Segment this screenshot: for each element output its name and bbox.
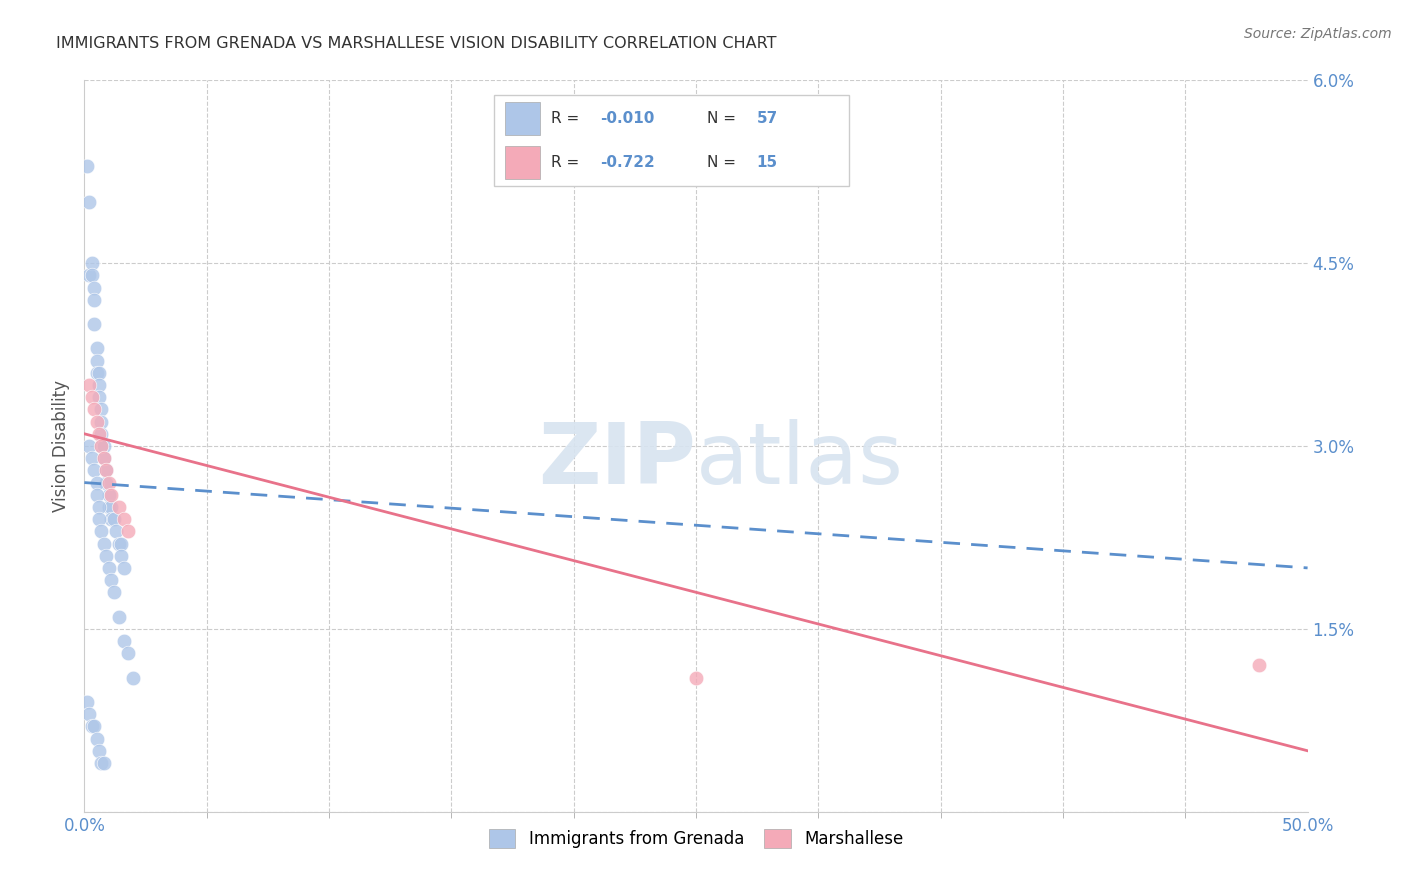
Point bbox=[87, 426, 110, 441]
Point bbox=[77, 439, 100, 453]
Point bbox=[96, 475, 118, 490]
Point bbox=[117, 646, 139, 660]
Point bbox=[110, 549, 132, 563]
Point bbox=[76, 695, 98, 709]
Point bbox=[1247, 658, 1270, 673]
Point bbox=[117, 524, 139, 539]
Point bbox=[90, 402, 112, 417]
Point bbox=[76, 159, 98, 173]
Point bbox=[80, 719, 103, 733]
Point bbox=[90, 524, 112, 539]
Point bbox=[97, 475, 120, 490]
Point bbox=[86, 488, 108, 502]
Y-axis label: Vision Disability: Vision Disability bbox=[52, 380, 70, 512]
Point bbox=[100, 573, 122, 587]
Text: atlas: atlas bbox=[696, 419, 904, 502]
Point bbox=[80, 451, 103, 466]
Point bbox=[83, 402, 105, 417]
Point bbox=[90, 439, 112, 453]
Point bbox=[77, 707, 100, 722]
Legend: Immigrants from Grenada, Marshallese: Immigrants from Grenada, Marshallese bbox=[482, 822, 910, 855]
Point bbox=[100, 512, 122, 526]
Point bbox=[110, 536, 132, 550]
Point bbox=[97, 500, 120, 514]
Point bbox=[122, 671, 145, 685]
Point bbox=[96, 549, 118, 563]
Text: ZIP: ZIP bbox=[538, 419, 696, 502]
Point bbox=[87, 744, 110, 758]
Point bbox=[90, 439, 112, 453]
Point bbox=[100, 488, 122, 502]
Point bbox=[86, 475, 108, 490]
Point bbox=[107, 609, 129, 624]
Point bbox=[107, 536, 129, 550]
Point bbox=[83, 293, 105, 307]
Point bbox=[86, 415, 108, 429]
Point bbox=[685, 671, 707, 685]
Point bbox=[96, 463, 118, 477]
Point bbox=[87, 500, 110, 514]
Point bbox=[96, 463, 118, 477]
Point bbox=[97, 488, 120, 502]
Point bbox=[90, 415, 112, 429]
Point bbox=[93, 439, 115, 453]
Point bbox=[77, 268, 100, 283]
Point bbox=[93, 451, 115, 466]
Point bbox=[93, 536, 115, 550]
Point bbox=[86, 353, 108, 368]
Point bbox=[93, 756, 115, 770]
Point bbox=[90, 756, 112, 770]
Point bbox=[103, 512, 125, 526]
Point bbox=[83, 719, 105, 733]
Point bbox=[80, 256, 103, 270]
Point bbox=[86, 731, 108, 746]
Point bbox=[86, 366, 108, 380]
Point bbox=[90, 426, 112, 441]
Point bbox=[80, 268, 103, 283]
Point bbox=[77, 378, 100, 392]
Point bbox=[87, 366, 110, 380]
Point bbox=[112, 561, 135, 575]
Point bbox=[86, 342, 108, 356]
Point bbox=[97, 561, 120, 575]
Point bbox=[80, 390, 103, 404]
Point bbox=[93, 451, 115, 466]
Point bbox=[83, 463, 105, 477]
Point bbox=[112, 512, 135, 526]
Point bbox=[83, 280, 105, 294]
Point bbox=[87, 378, 110, 392]
Point bbox=[107, 500, 129, 514]
Point bbox=[87, 512, 110, 526]
Text: Source: ZipAtlas.com: Source: ZipAtlas.com bbox=[1244, 27, 1392, 41]
Point bbox=[105, 524, 128, 539]
Point bbox=[103, 585, 125, 599]
Point bbox=[77, 195, 100, 210]
Point bbox=[87, 390, 110, 404]
Point bbox=[112, 634, 135, 648]
Point bbox=[100, 500, 122, 514]
Point bbox=[83, 317, 105, 331]
Text: IMMIGRANTS FROM GRENADA VS MARSHALLESE VISION DISABILITY CORRELATION CHART: IMMIGRANTS FROM GRENADA VS MARSHALLESE V… bbox=[56, 36, 776, 51]
